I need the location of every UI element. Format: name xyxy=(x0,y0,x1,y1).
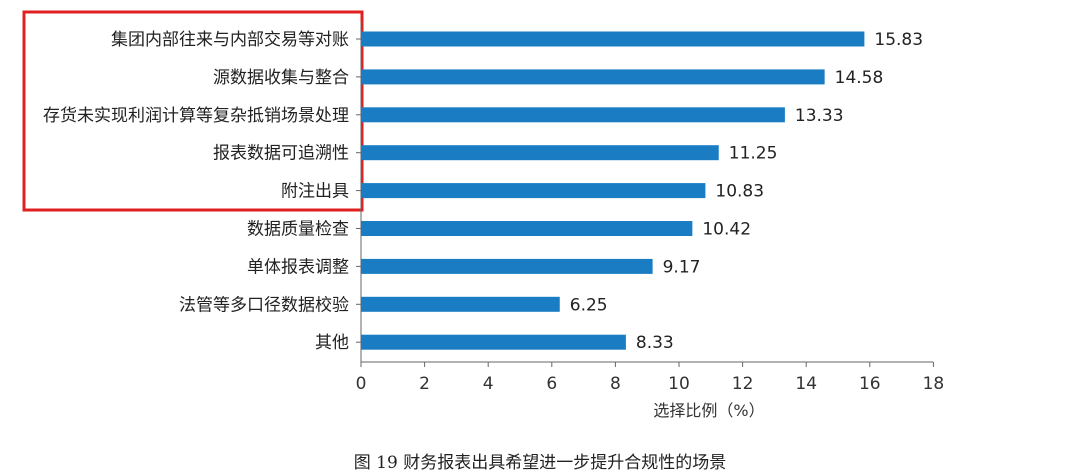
category-label: 存货未实现利润计算等复杂抵销场景处理 xyxy=(43,106,349,126)
bar xyxy=(361,69,825,85)
data-label: 15.83 xyxy=(874,30,923,50)
category-label: 源数据收集与整合 xyxy=(213,68,349,88)
category-label: 附注出具 xyxy=(281,182,349,202)
category-label: 其他 xyxy=(315,333,349,353)
data-label: 8.33 xyxy=(636,333,674,353)
data-label: 14.58 xyxy=(835,68,884,88)
data-label: 6.25 xyxy=(570,295,608,315)
data-label: 10.42 xyxy=(702,220,751,240)
bar xyxy=(361,31,865,47)
category-label: 报表数据可追溯性 xyxy=(213,144,349,164)
x-tick-label: 8 xyxy=(610,374,621,394)
x-axis-title: 选择比例（%） xyxy=(653,401,764,420)
category-label: 法管等多口径数据校验 xyxy=(179,295,349,315)
bar xyxy=(361,334,626,350)
category-label: 数据质量检查 xyxy=(247,220,349,240)
x-tick-label: 10 xyxy=(668,374,690,394)
bar xyxy=(361,221,693,236)
x-tick-label: 12 xyxy=(732,374,754,394)
data-label: 9.17 xyxy=(663,257,701,277)
category-label: 集团内部往来与内部交易等对账 xyxy=(111,30,349,50)
x-tick-label: 2 xyxy=(419,374,430,394)
figure-caption: 图 19 财务报表出具希望进一步提升合规性的场景 xyxy=(353,453,727,473)
bar xyxy=(361,145,719,161)
x-tick-label: 14 xyxy=(795,374,817,394)
data-label: 11.25 xyxy=(729,144,778,164)
category-label: 单体报表调整 xyxy=(247,257,349,277)
x-tick-label: 6 xyxy=(546,374,557,394)
x-tick-label: 18 xyxy=(923,374,945,394)
bar xyxy=(361,258,653,274)
x-tick-label: 0 xyxy=(356,374,367,394)
data-label: 13.33 xyxy=(795,106,844,126)
x-tick-label: 16 xyxy=(859,374,881,394)
bar xyxy=(361,183,706,199)
data-label: 10.83 xyxy=(715,182,764,202)
bar xyxy=(361,107,785,123)
bar xyxy=(361,296,560,312)
x-tick-label: 4 xyxy=(483,374,494,394)
